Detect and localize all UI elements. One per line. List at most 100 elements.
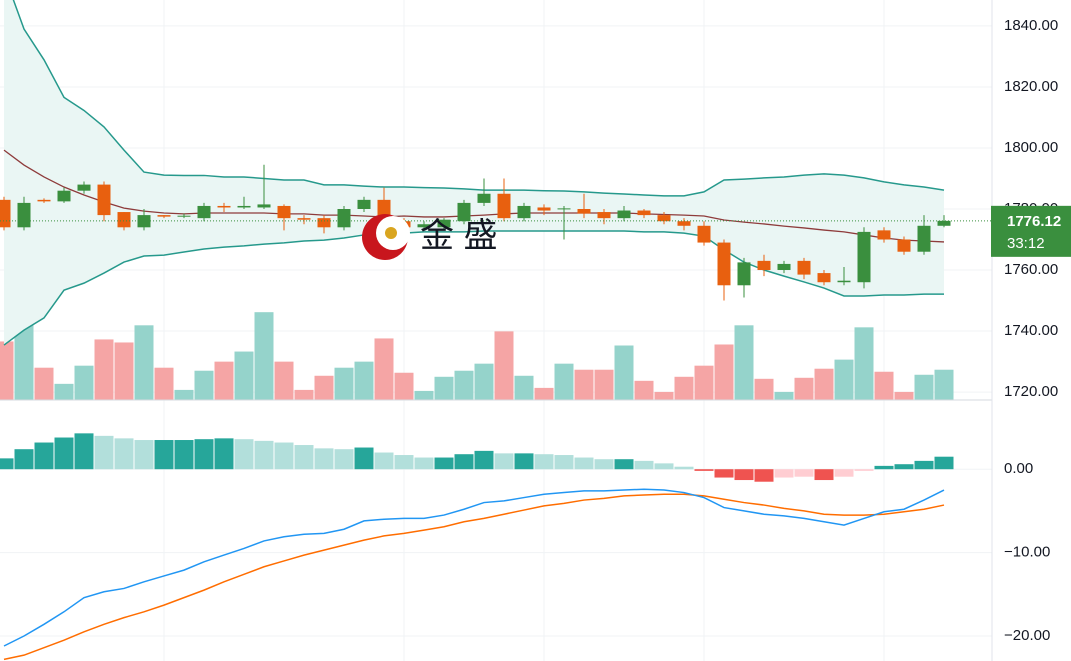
histogram-bar — [114, 438, 134, 470]
candle-body — [17, 202, 31, 228]
candle-body — [117, 212, 131, 228]
y-tick-label: 1840.00 — [1004, 17, 1058, 34]
volume-bar — [494, 331, 514, 400]
countdown-label: 33:12 — [1007, 235, 1045, 252]
volume-bar — [74, 365, 94, 400]
volume-bar — [554, 363, 574, 400]
histogram-bar — [734, 469, 754, 481]
volume-bar — [694, 365, 714, 400]
candle-body — [597, 212, 611, 219]
volume-bar — [174, 389, 194, 400]
signal-line — [3, 493, 945, 661]
volume-bar — [854, 327, 874, 400]
histogram-bar — [174, 440, 194, 470]
candle-body — [337, 209, 351, 228]
histogram-bar — [74, 433, 94, 470]
candle-body — [477, 193, 491, 203]
volume-bar — [274, 361, 294, 400]
candle-body — [417, 224, 431, 228]
candle-body — [937, 220, 951, 226]
volume-bar — [0, 341, 14, 400]
candle-body — [697, 225, 711, 243]
histogram-bar — [354, 447, 374, 470]
histogram-bar — [254, 440, 274, 470]
price-pane — [0, 0, 992, 400]
candle-body — [497, 193, 511, 219]
volume-bar — [914, 374, 934, 400]
volume-bar — [754, 378, 774, 400]
histogram-bar — [394, 455, 414, 470]
histogram-bar — [194, 439, 214, 470]
candle-body — [757, 260, 771, 271]
histogram-bar — [594, 459, 614, 470]
volume-bar — [214, 361, 234, 400]
y-tick-label: −20.00 — [1004, 627, 1050, 644]
candle-body — [797, 260, 811, 275]
volume-bar — [154, 367, 174, 400]
candle-body — [557, 208, 571, 210]
volume-bar — [874, 371, 894, 400]
y-tick-label: 1720.00 — [1004, 383, 1058, 400]
volume-bar — [34, 367, 54, 400]
y-tick-label: 1800.00 — [1004, 139, 1058, 156]
histogram-bar — [134, 440, 154, 470]
candle-body — [617, 210, 631, 219]
histogram-bar — [474, 450, 494, 470]
watermark-text: 金 盛 — [420, 217, 497, 255]
volume-bar — [314, 375, 334, 400]
histogram-bar — [654, 463, 674, 470]
histogram-bar — [534, 454, 554, 470]
candle-body — [297, 218, 311, 220]
volume-bar — [514, 375, 534, 400]
time-grid — [163, 0, 885, 661]
candle-body — [857, 231, 871, 283]
volume-bar — [534, 387, 554, 400]
y-tick-label: −10.00 — [1004, 544, 1050, 561]
volume-bar — [654, 391, 674, 400]
logo-dot — [385, 227, 397, 239]
volume-bar — [234, 351, 254, 400]
histogram-bar — [834, 469, 854, 477]
histogram-bar — [674, 466, 694, 470]
histogram-bar — [54, 437, 74, 470]
volume-bar — [394, 372, 414, 400]
histogram-bar — [434, 457, 454, 470]
candle-body — [177, 215, 191, 217]
candle-body — [437, 219, 451, 228]
volume-bar — [374, 338, 394, 400]
histogram-bar — [294, 445, 314, 470]
candle-body — [817, 273, 831, 283]
candle-body — [917, 225, 931, 252]
volume-bar — [454, 370, 474, 400]
candle-body — [717, 242, 731, 286]
volume-bar — [354, 361, 374, 400]
volume-bar — [774, 391, 794, 400]
candle-body — [157, 215, 171, 217]
volume-bar — [254, 312, 274, 400]
volume-bar — [574, 369, 594, 400]
candle-body — [0, 199, 11, 228]
macd-line — [3, 488, 945, 647]
histogram-bar — [274, 442, 294, 470]
candle-body — [537, 207, 551, 211]
volume-bar — [114, 342, 134, 400]
histogram-bar — [414, 457, 434, 470]
histogram-bar — [814, 469, 834, 481]
histogram-bar — [154, 440, 174, 470]
histogram-bar — [0, 458, 14, 470]
histogram-bar — [934, 456, 954, 470]
volume-bar — [94, 339, 114, 400]
y-tick-label: 0.00 — [1004, 460, 1033, 477]
volume-bar — [674, 376, 694, 400]
volume-bar — [934, 369, 954, 400]
band-lower — [3, 230, 944, 346]
candle-body — [877, 230, 891, 240]
histogram-bar — [454, 454, 474, 470]
volume-bar — [54, 383, 74, 400]
candle-body — [777, 263, 791, 271]
volume-bar — [634, 380, 654, 400]
histogram-bar — [634, 460, 654, 470]
candle-body — [897, 239, 911, 252]
histogram-bar — [34, 442, 54, 470]
